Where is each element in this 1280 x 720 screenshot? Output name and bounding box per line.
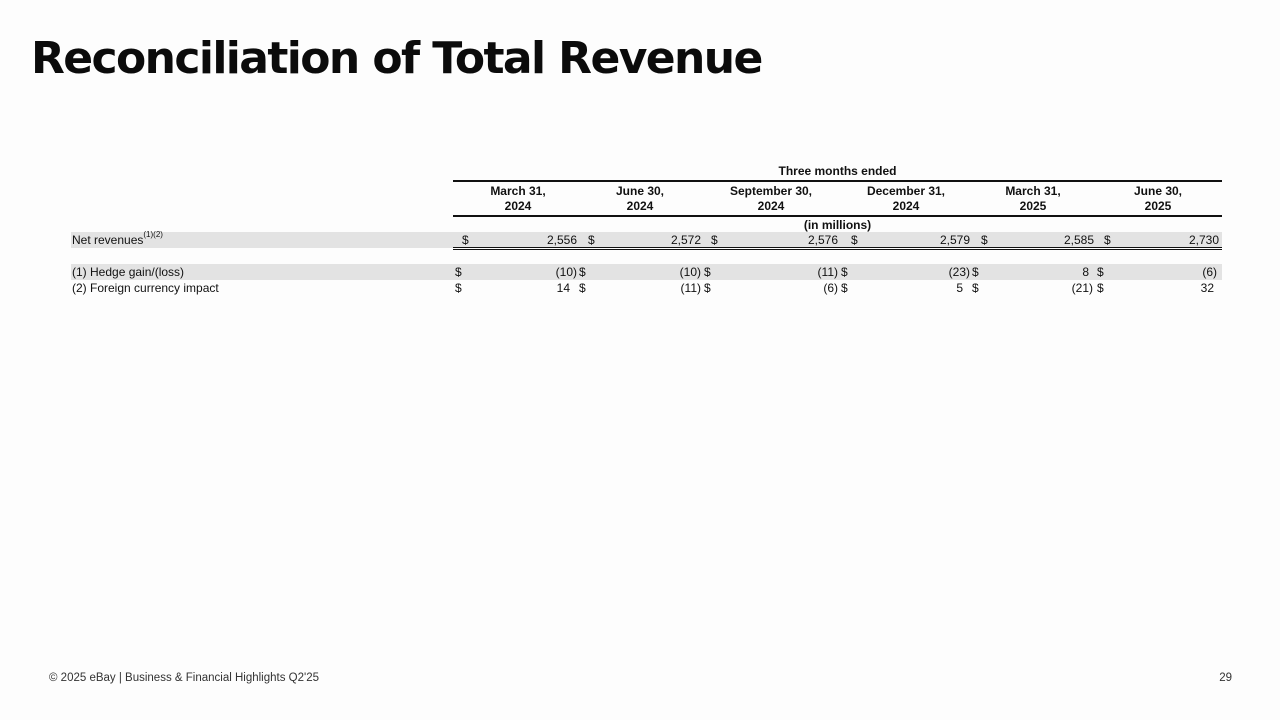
column-header-line1: March 31, xyxy=(468,184,568,199)
table-cell: 2,556 xyxy=(521,232,577,248)
currency-symbol: $ xyxy=(704,280,711,296)
currency-symbol: $ xyxy=(455,280,462,296)
page-title: Reconciliation of Total Revenue xyxy=(31,30,762,88)
footnote-marker: (1)(2) xyxy=(143,230,163,239)
table-cell: 2,579 xyxy=(914,232,970,248)
column-header-line1: March 31, xyxy=(983,184,1083,199)
column-header: June 30, 2024 xyxy=(590,184,690,214)
table-cell: (6) xyxy=(1161,264,1217,280)
table-cell: (11) xyxy=(782,264,838,280)
column-header: March 31, 2025 xyxy=(983,184,1083,214)
table-row: (1) Hedge gain/(loss) $ (10) $ (10) $ (1… xyxy=(71,264,1222,280)
currency-symbol: $ xyxy=(704,264,711,280)
column-header-line1: December 31, xyxy=(846,184,966,199)
currency-symbol: $ xyxy=(981,232,988,248)
table-cell: 2,585 xyxy=(1038,232,1094,248)
column-header-line1: June 30, xyxy=(590,184,690,199)
total-underline xyxy=(453,247,1222,250)
table-cell: 32 xyxy=(1158,280,1214,296)
currency-symbol: $ xyxy=(1097,264,1104,280)
currency-symbol: $ xyxy=(455,264,462,280)
column-header-line1: June 30, xyxy=(1108,184,1208,199)
column-header-line2: 2024 xyxy=(711,199,831,214)
column-header-line2: 2024 xyxy=(468,199,568,214)
currency-symbol: $ xyxy=(1104,232,1111,248)
group-header: Three months ended xyxy=(453,164,1222,182)
table-cell: 14 xyxy=(514,280,570,296)
currency-symbol: $ xyxy=(588,232,595,248)
header-divider xyxy=(453,215,1222,217)
table-cell: 5 xyxy=(907,280,963,296)
currency-symbol: $ xyxy=(972,264,979,280)
page-number: 29 xyxy=(1219,672,1232,684)
table-cell: 2,572 xyxy=(645,232,701,248)
row-label: (1) Hedge gain/(loss) xyxy=(72,264,184,280)
units-label: (in millions) xyxy=(453,218,1222,232)
currency-symbol: $ xyxy=(1097,280,1104,296)
currency-symbol: $ xyxy=(841,280,848,296)
currency-symbol: $ xyxy=(579,280,586,296)
column-header-line2: 2024 xyxy=(590,199,690,214)
column-header: September 30, 2024 xyxy=(711,184,831,214)
table-cell: (11) xyxy=(645,280,701,296)
table-cell: 2,576 xyxy=(782,232,838,248)
table-cell: (10) xyxy=(521,264,577,280)
column-header-line2: 2025 xyxy=(1108,199,1208,214)
currency-symbol: $ xyxy=(579,264,586,280)
column-header-line2: 2024 xyxy=(846,199,966,214)
footer-text: © 2025 eBay | Business & Financial Highl… xyxy=(49,672,319,684)
table-cell: 8 xyxy=(1033,264,1089,280)
table-cell: (23) xyxy=(914,264,970,280)
column-header: December 31, 2024 xyxy=(846,184,966,214)
column-header: June 30, 2025 xyxy=(1108,184,1208,214)
currency-symbol: $ xyxy=(711,232,718,248)
currency-symbol: $ xyxy=(851,232,858,248)
table-cell: (21) xyxy=(1037,280,1093,296)
currency-symbol: $ xyxy=(841,264,848,280)
column-header-line1: September 30, xyxy=(711,184,831,199)
table-row: (2) Foreign currency impact $ 14 $ (11) … xyxy=(71,280,1222,296)
row-label: Net revenues(1)(2) xyxy=(72,232,163,248)
currency-symbol: $ xyxy=(972,280,979,296)
currency-symbol: $ xyxy=(462,232,469,248)
table-row: Net revenues(1)(2) $ 2,556 $ 2,572 $ 2,5… xyxy=(71,232,1222,248)
column-header-line2: 2025 xyxy=(983,199,1083,214)
row-label: (2) Foreign currency impact xyxy=(72,280,219,296)
table-cell: 2,730 xyxy=(1163,232,1219,248)
column-header: March 31, 2024 xyxy=(468,184,568,214)
table-cell: (10) xyxy=(645,264,701,280)
table-cell: (6) xyxy=(782,280,838,296)
